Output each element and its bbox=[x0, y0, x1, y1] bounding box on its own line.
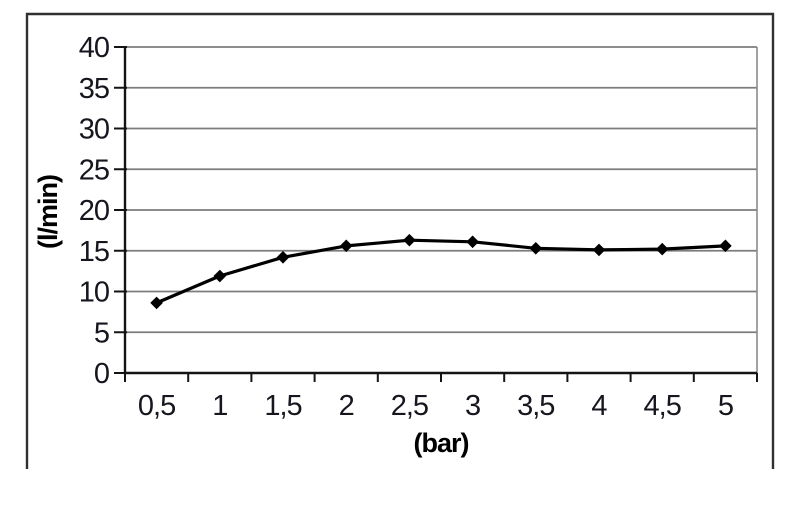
data-point-marker bbox=[655, 242, 669, 256]
x-tick-label: 1,5 bbox=[264, 390, 301, 422]
x-tick-label: 1 bbox=[212, 390, 227, 422]
x-axis-title: (bar) bbox=[414, 428, 469, 458]
tick-marks bbox=[114, 46, 758, 382]
x-tick-label: 3 bbox=[465, 390, 480, 422]
data-point-marker bbox=[592, 243, 606, 257]
x-tick-label: 0,5 bbox=[138, 390, 175, 422]
y-tick-label: 10 bbox=[79, 277, 109, 309]
x-tick-label: 4,5 bbox=[644, 390, 681, 422]
page-border-line bbox=[25, 12, 775, 469]
y-tick-label: 40 bbox=[79, 32, 109, 64]
y-tick-label: 25 bbox=[79, 154, 109, 186]
gridlines bbox=[125, 46, 758, 373]
data-point-marker bbox=[719, 239, 732, 253]
data-point-marker bbox=[339, 239, 353, 253]
x-tick-label: 2,5 bbox=[391, 390, 428, 422]
data-point-marker bbox=[466, 235, 479, 249]
data-point-marker bbox=[150, 296, 163, 310]
data-point-marker bbox=[403, 233, 416, 247]
y-axis-title: (l/min) bbox=[33, 175, 63, 249]
y-tick-label: 30 bbox=[79, 114, 109, 146]
y-tick-label: 0 bbox=[94, 358, 109, 390]
y-tick-label: 15 bbox=[79, 236, 109, 268]
x-tick-label: 5 bbox=[718, 390, 733, 422]
data-point-marker bbox=[213, 269, 227, 283]
y-tick-label: 35 bbox=[79, 73, 109, 105]
x-tick-label: 3,5 bbox=[517, 390, 554, 422]
x-axis-tick-labels: 0,5 1 1,5 2 2,5 3 3,5 4 4,5 5 bbox=[138, 390, 734, 422]
series-line bbox=[155, 238, 726, 305]
x-tick-label: 4 bbox=[591, 390, 607, 422]
data-point-marker bbox=[276, 250, 290, 264]
y-axis-tick-labels: 0 5 10 15 20 25 30 35 40 bbox=[79, 32, 110, 390]
page-border bbox=[25, 12, 775, 469]
y-tick-label: 20 bbox=[79, 195, 109, 227]
data-point-marker bbox=[529, 241, 543, 255]
y-tick-label: 5 bbox=[94, 317, 109, 349]
x-tick-label: 2 bbox=[339, 390, 354, 422]
data-series bbox=[150, 233, 732, 310]
